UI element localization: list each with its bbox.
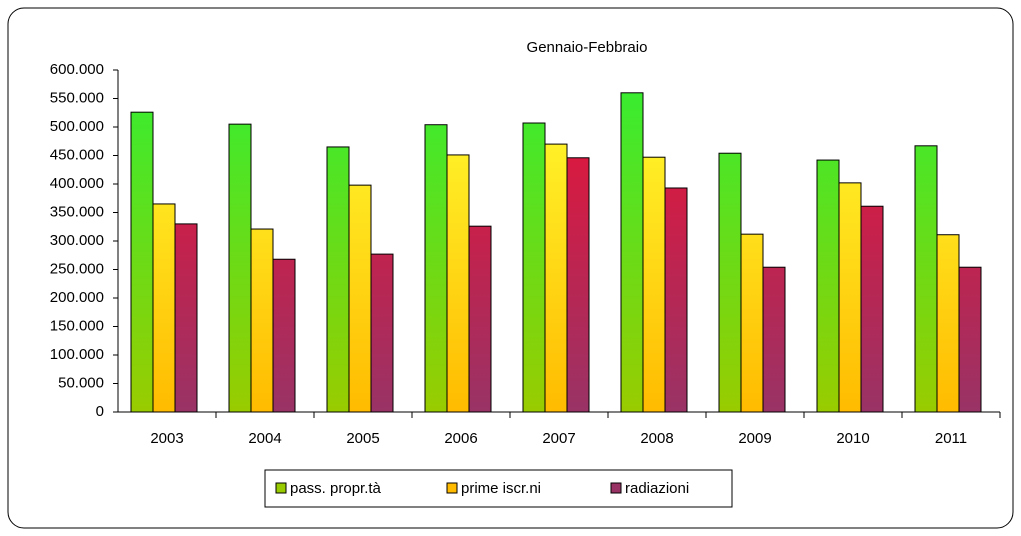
bar	[544, 143, 568, 413]
legend-swatch	[275, 482, 287, 494]
bar	[958, 266, 982, 413]
y-tick-label: 500.000	[50, 118, 104, 135]
y-tick-label: 100.000	[50, 346, 104, 363]
bar	[468, 225, 492, 413]
y-tick-label: 600.000	[50, 61, 104, 78]
x-tick-label: 2008	[640, 430, 673, 447]
chart-title: Gennaio-Febbraio	[527, 39, 648, 56]
y-tick-label: 150.000	[50, 317, 104, 334]
bar	[838, 182, 862, 413]
legend-swatch	[610, 482, 622, 494]
bar	[740, 233, 764, 413]
bar	[326, 146, 350, 413]
legend-label: pass. propr.tà	[290, 480, 382, 497]
bar	[762, 266, 786, 413]
y-tick-label: 250.000	[50, 260, 104, 277]
x-tick-label: 2005	[346, 430, 379, 447]
legend-label: radiazioni	[625, 480, 689, 497]
bar	[936, 234, 960, 413]
bar	[522, 122, 546, 413]
bar	[718, 152, 742, 413]
y-tick-label: 50.000	[58, 374, 104, 391]
y-tick-label: 550.000	[50, 89, 104, 106]
bar	[446, 154, 470, 413]
bar	[228, 123, 252, 413]
bar	[370, 253, 394, 413]
x-tick-label: 2006	[444, 430, 477, 447]
bar	[566, 157, 590, 413]
x-tick-label: 2010	[836, 430, 869, 447]
bar	[860, 205, 884, 413]
bar	[620, 92, 644, 413]
y-tick-label: 450.000	[50, 146, 104, 163]
bar	[642, 156, 666, 413]
bar	[816, 159, 840, 413]
bar	[130, 111, 154, 413]
y-tick-label: 0	[96, 403, 104, 420]
x-tick-label: 2011	[935, 430, 967, 447]
x-tick-label: 2007	[542, 430, 575, 447]
y-tick-label: 400.000	[50, 175, 104, 192]
bar	[174, 223, 198, 413]
bar	[152, 203, 176, 413]
x-tick-label: 2009	[738, 430, 771, 447]
y-tick-label: 350.000	[50, 203, 104, 220]
legend-label: prime iscr.ni	[461, 480, 541, 497]
legend-swatch	[446, 482, 458, 494]
x-tick-label: 2004	[248, 430, 281, 447]
y-tick-label: 300.000	[50, 232, 104, 249]
bar	[914, 145, 938, 413]
bar	[272, 258, 296, 413]
bar	[424, 124, 448, 413]
bar	[250, 228, 274, 413]
bar	[664, 187, 688, 413]
y-tick-label: 200.000	[50, 289, 104, 306]
x-tick-label: 2003	[150, 430, 183, 447]
bar	[348, 184, 372, 413]
legend-box	[264, 469, 733, 508]
